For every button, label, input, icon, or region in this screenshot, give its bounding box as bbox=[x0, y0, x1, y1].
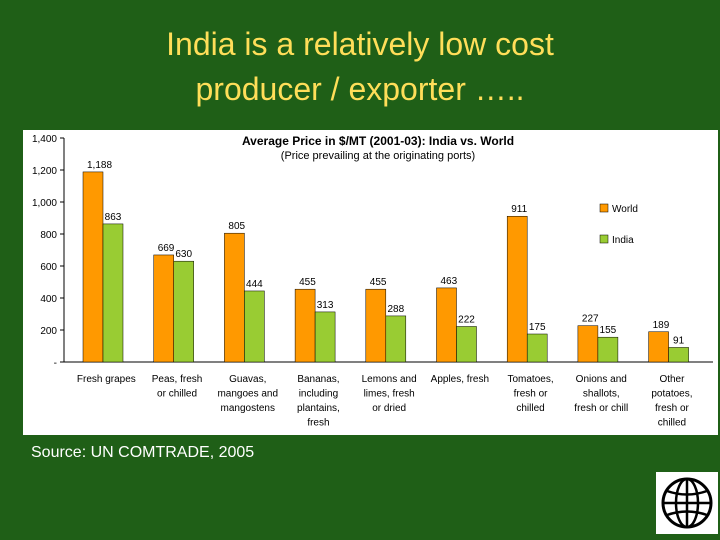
bar-world bbox=[83, 172, 103, 362]
bar-india bbox=[598, 337, 618, 362]
legend-label-world: World bbox=[612, 204, 638, 215]
data-label-india: 288 bbox=[387, 304, 404, 315]
bar-india bbox=[103, 224, 123, 362]
legend-swatch-india bbox=[600, 235, 608, 243]
x-tick-label: potatoes, bbox=[651, 389, 692, 400]
x-tick-label: mangostens bbox=[221, 403, 275, 414]
bar-world bbox=[366, 289, 386, 362]
bar-world bbox=[649, 332, 669, 362]
y-tick-label: - bbox=[54, 358, 57, 369]
legend-swatch-world bbox=[600, 204, 608, 212]
bar-world bbox=[154, 255, 174, 362]
x-tick-label: or dried bbox=[372, 403, 406, 414]
x-tick-label: fresh or chill bbox=[574, 403, 628, 414]
bar-india bbox=[457, 326, 477, 362]
bar-world bbox=[295, 289, 315, 362]
globe-icon bbox=[656, 472, 718, 534]
data-label-world: 189 bbox=[653, 320, 670, 331]
chart-legend: World India bbox=[600, 204, 638, 246]
x-tick-label: Tomatoes, bbox=[507, 374, 553, 385]
price-bar-chart: Average Price in $/MT (2001-03): India v… bbox=[23, 130, 718, 435]
x-tick-label: shallots, bbox=[583, 389, 620, 400]
data-label-india: 630 bbox=[175, 249, 192, 260]
y-tick-label: 1,000 bbox=[32, 198, 57, 209]
data-label-world: 805 bbox=[228, 221, 245, 232]
plot-area: - 200 400 600 800 1,000 1,200 1,400 1,188 863 Fres… bbox=[32, 134, 713, 429]
x-tick-label: chilled bbox=[658, 418, 686, 429]
data-label-world: 669 bbox=[158, 243, 175, 254]
chart-panel: Average Price in $/MT (2001-03): India v… bbox=[23, 130, 718, 435]
y-tick-label: 200 bbox=[40, 326, 57, 337]
x-tick-label: fresh bbox=[307, 418, 329, 429]
chart-subtitle: (Price prevailing at the originating por… bbox=[281, 150, 475, 162]
x-tick-label: Fresh grapes bbox=[77, 374, 136, 385]
source-note: Source: UN COMTRADE, 2005 bbox=[31, 444, 254, 462]
bar-india bbox=[669, 347, 689, 362]
data-label-world: 455 bbox=[370, 277, 387, 288]
bar-india bbox=[315, 312, 335, 362]
bar-world bbox=[224, 233, 244, 362]
x-tick-label: Guavas, bbox=[229, 374, 266, 385]
data-label-india: 444 bbox=[246, 279, 263, 290]
bar-india bbox=[386, 316, 406, 362]
x-tick-label: Apples, fresh bbox=[431, 374, 489, 385]
data-label-india: 222 bbox=[458, 314, 475, 325]
data-label-india: 91 bbox=[673, 335, 685, 346]
y-tick-label: 1,400 bbox=[32, 134, 57, 145]
data-label-india: 155 bbox=[600, 325, 617, 336]
data-label-india: 863 bbox=[105, 212, 122, 223]
y-tick-label: 400 bbox=[40, 294, 57, 305]
y-tick-label: 800 bbox=[40, 230, 57, 241]
x-tick-label: fresh or bbox=[514, 389, 549, 400]
data-label-world: 227 bbox=[582, 314, 599, 325]
x-tick-label: mangoes and bbox=[217, 389, 278, 400]
x-tick-label: fresh or bbox=[655, 403, 690, 414]
x-tick-label: Bananas, bbox=[297, 374, 339, 385]
slide-title-line-1: India is a relatively low cost bbox=[0, 22, 720, 67]
y-tick-label: 1,200 bbox=[32, 166, 57, 177]
data-label-world: 1,188 bbox=[87, 160, 112, 171]
data-label-india: 313 bbox=[317, 300, 334, 311]
x-tick-label: limes, fresh bbox=[364, 389, 415, 400]
data-label-world: 455 bbox=[299, 277, 316, 288]
bar-world bbox=[437, 288, 457, 362]
data-label-world: 463 bbox=[441, 276, 458, 287]
legend-label-india: India bbox=[612, 235, 634, 246]
data-label-india: 175 bbox=[529, 322, 546, 333]
x-tick-label: or chilled bbox=[157, 389, 197, 400]
data-label-world: 911 bbox=[511, 204, 527, 215]
bar-india bbox=[244, 291, 264, 362]
x-tick-label: Lemons and bbox=[362, 374, 417, 385]
bar-india bbox=[527, 334, 547, 362]
bar-world bbox=[507, 216, 527, 362]
x-tick-label: Peas, fresh bbox=[152, 374, 203, 385]
slide-title: India is a relatively low cost producer … bbox=[0, 22, 720, 112]
bar-india bbox=[174, 261, 194, 362]
x-tick-label: Other bbox=[659, 374, 685, 385]
bar-world bbox=[578, 326, 598, 362]
world-bank-logo bbox=[656, 472, 718, 534]
chart-title: Average Price in $/MT (2001-03): India v… bbox=[242, 134, 514, 148]
x-tick-label: chilled bbox=[516, 403, 544, 414]
x-tick-label: plantains, bbox=[297, 403, 340, 414]
x-tick-label: including bbox=[299, 389, 338, 400]
x-tick-label: Onions and bbox=[576, 374, 627, 385]
y-tick-label: 600 bbox=[40, 262, 57, 273]
slide-title-line-2: producer / exporter ….. bbox=[0, 67, 720, 112]
